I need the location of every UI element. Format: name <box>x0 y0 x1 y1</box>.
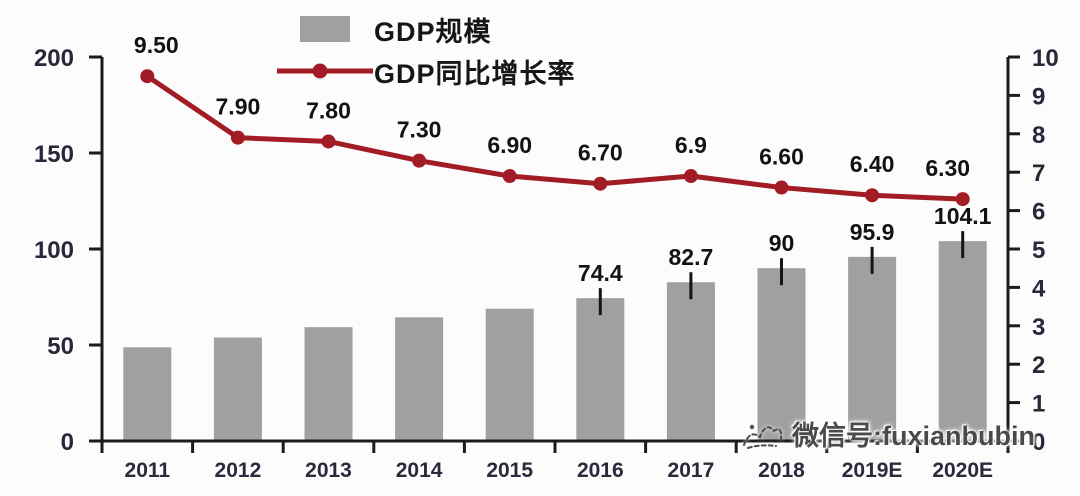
right-tick-label: 1 <box>1032 391 1045 418</box>
bar-label: 90 <box>769 230 795 256</box>
line-point-label: 9.50 <box>134 32 179 58</box>
x-category-label: 2015 <box>486 459 533 482</box>
line-point-label: 6.90 <box>487 132 532 158</box>
bar-2013 <box>304 327 353 441</box>
bar-label: 82.7 <box>669 244 714 270</box>
watermark-logo-icon <box>743 424 783 449</box>
line-point-label: 6.70 <box>578 140 623 166</box>
bar-label: 74.4 <box>578 260 623 286</box>
line-point-2012 <box>230 130 245 145</box>
bar-2012 <box>213 337 262 441</box>
legend-row-line: GDP同比增长率 <box>276 56 576 89</box>
right-tick-label: 0 <box>1032 429 1045 456</box>
line-point-2016 <box>593 176 608 191</box>
line-point-label: 6.30 <box>925 155 970 181</box>
right-tick-label: 3 <box>1032 314 1045 341</box>
legend-line-dot <box>312 63 328 79</box>
growth-line <box>144 73 966 202</box>
left-tick-label: 0 <box>61 429 74 456</box>
right-tick-label: 4 <box>1032 275 1046 302</box>
line-point-2019E <box>865 188 880 203</box>
bar-2020E <box>938 241 987 441</box>
bar-2014 <box>395 317 444 441</box>
bar-label: 104.1 <box>934 203 992 229</box>
bar-2016 <box>576 298 625 441</box>
x-category-label: 2014 <box>396 459 443 482</box>
left-tick-label: 50 <box>47 333 74 360</box>
right-tick-label: 8 <box>1032 122 1045 149</box>
bar-2017 <box>666 282 715 441</box>
legend-row-bar: GDP规模 <box>276 14 576 47</box>
right-tick-label: 7 <box>1032 160 1045 187</box>
legend: GDP规模 GDP同比增长率 <box>276 14 576 89</box>
right-tick-label: 10 <box>1032 45 1059 72</box>
x-category-label: 2017 <box>668 459 715 482</box>
bar-2018 <box>757 268 806 441</box>
legend-line-marker <box>276 62 374 80</box>
line-point-2015 <box>502 169 517 184</box>
right-tick-label: 2 <box>1032 352 1045 379</box>
line-point-2013 <box>321 134 336 149</box>
line-point-label: 7.80 <box>306 97 351 123</box>
legend-bar-marker <box>276 16 374 42</box>
line-point-2017 <box>683 169 698 184</box>
x-category-label: 2018 <box>758 459 805 482</box>
line-point-label: 6.9 <box>675 132 707 158</box>
line-point-2020E <box>955 192 970 207</box>
line-point-label: 7.30 <box>397 117 442 143</box>
line-point-label: 6.60 <box>759 144 804 170</box>
left-tick-label: 150 <box>34 141 74 168</box>
line-marker-icon <box>277 63 373 79</box>
bar-2015 <box>485 308 534 441</box>
legend-bar-label: GDP规模 <box>374 16 492 47</box>
line-point-label: 7.90 <box>216 94 261 120</box>
bar-2019E <box>848 256 897 441</box>
left-tick-label: 200 <box>34 45 74 72</box>
bar-2011 <box>123 347 172 441</box>
x-category-label: 2012 <box>215 459 262 482</box>
right-tick-label: 5 <box>1032 237 1045 264</box>
bar-swatch-icon <box>300 16 350 42</box>
right-tick-label: 6 <box>1032 199 1045 226</box>
watermark: 微信号:fuxianbubin <box>740 414 1035 453</box>
line-point-2014 <box>412 153 427 168</box>
line-point-2011 <box>140 69 155 84</box>
x-category-label: 2011 <box>125 459 171 482</box>
line-point-2018 <box>774 180 789 195</box>
x-category-label: 2013 <box>305 459 352 482</box>
x-category-label: 2019E <box>842 459 903 482</box>
x-category-label: 2016 <box>577 459 624 482</box>
watermark-text: 微信号:fuxianbubin <box>792 421 1035 451</box>
left-tick-label: 100 <box>34 237 74 264</box>
right-tick-label: 9 <box>1032 83 1045 110</box>
legend-line-label: GDP同比增长率 <box>374 58 576 89</box>
line-point-label: 6.40 <box>850 151 895 177</box>
bar-label: 95.9 <box>850 219 895 245</box>
x-category-label: 2020E <box>932 459 993 482</box>
